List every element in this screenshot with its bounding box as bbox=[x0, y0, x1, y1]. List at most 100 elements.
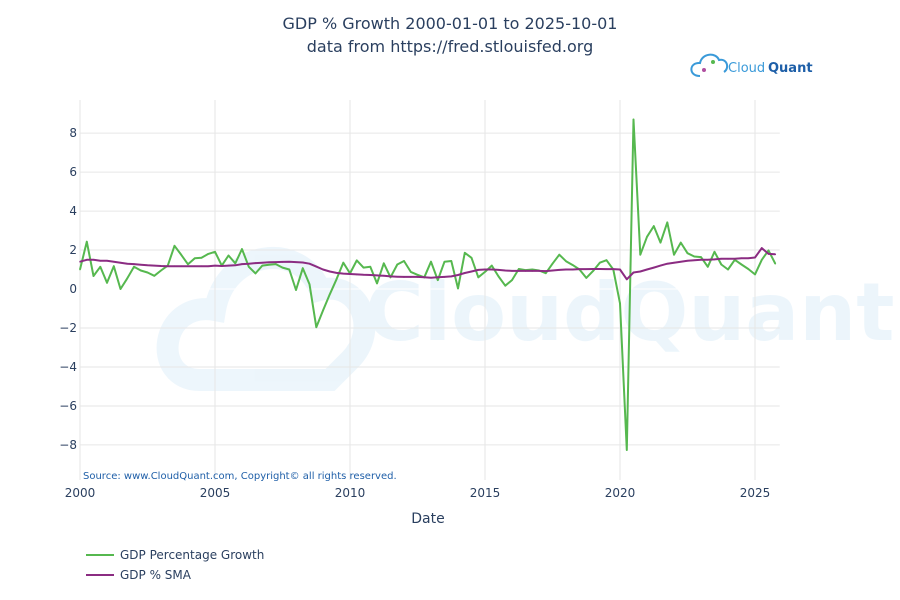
data-point bbox=[403, 276, 405, 278]
data-point bbox=[693, 255, 696, 258]
data-point bbox=[706, 258, 709, 261]
data-point bbox=[295, 261, 297, 263]
data-point bbox=[99, 259, 102, 262]
legend-label: GDP % SMA bbox=[120, 568, 192, 582]
data-point bbox=[396, 263, 399, 266]
grid bbox=[79, 100, 780, 480]
data-point bbox=[288, 260, 291, 263]
data-point bbox=[625, 278, 628, 281]
legend-item-gdp-sma[interactable]: GDP % SMA bbox=[86, 568, 192, 582]
data-point bbox=[517, 270, 520, 272]
data-point bbox=[328, 270, 331, 273]
data-point bbox=[376, 282, 378, 285]
data-point bbox=[85, 240, 88, 243]
data-point bbox=[92, 258, 95, 261]
watermark-cloud-icon bbox=[156, 247, 376, 391]
data-point bbox=[774, 262, 777, 265]
data-point bbox=[632, 118, 635, 121]
data-point bbox=[247, 266, 250, 268]
data-point bbox=[679, 260, 682, 263]
data-point bbox=[511, 270, 513, 272]
legend-item-gdp-growth[interactable]: GDP Percentage Growth bbox=[86, 548, 264, 562]
data-point bbox=[436, 279, 439, 281]
data-point bbox=[355, 259, 358, 262]
data-point bbox=[423, 276, 426, 279]
data-point bbox=[220, 265, 223, 267]
data-point bbox=[706, 266, 709, 268]
x-tick-label: 2000 bbox=[65, 486, 96, 500]
data-point bbox=[180, 265, 183, 268]
data-point bbox=[484, 271, 486, 273]
data-point bbox=[740, 263, 743, 266]
data-point bbox=[382, 274, 385, 277]
data-point bbox=[524, 270, 527, 272]
data-point bbox=[457, 274, 459, 276]
x-tick-label: 2010 bbox=[335, 486, 366, 500]
data-point bbox=[79, 268, 81, 271]
data-point bbox=[133, 266, 135, 268]
data-point bbox=[288, 268, 291, 271]
y-axis: −8 −6 −4 −2 0 2 4 6 8 bbox=[59, 126, 77, 452]
data-point bbox=[619, 268, 621, 271]
source-note: Source: www.CloudQuant.com, Copyright© a… bbox=[83, 471, 397, 482]
x-tick-label: 2005 bbox=[200, 486, 231, 500]
data-point bbox=[166, 265, 169, 268]
data-point bbox=[369, 274, 372, 276]
data-point bbox=[551, 269, 554, 272]
logo-cloud-icon bbox=[690, 53, 729, 77]
data-point bbox=[713, 251, 716, 253]
data-point bbox=[173, 265, 176, 268]
data-point bbox=[443, 260, 446, 263]
data-point bbox=[274, 263, 277, 265]
logo-node-icon bbox=[711, 60, 715, 64]
data-point bbox=[268, 263, 270, 266]
data-point bbox=[403, 260, 405, 262]
data-point bbox=[146, 271, 149, 274]
data-point bbox=[126, 262, 129, 265]
data-point bbox=[139, 269, 142, 272]
data-point bbox=[369, 266, 372, 268]
data-point bbox=[106, 281, 108, 284]
data-point bbox=[511, 279, 513, 281]
data-point bbox=[180, 254, 183, 256]
data-point bbox=[349, 273, 351, 275]
data-point bbox=[713, 258, 716, 261]
data-point bbox=[335, 272, 338, 274]
data-point bbox=[517, 268, 520, 270]
data-point bbox=[477, 276, 480, 279]
data-point bbox=[308, 283, 311, 285]
y-tick-label: −8 bbox=[59, 438, 77, 452]
data-point bbox=[686, 259, 689, 262]
data-point bbox=[133, 263, 135, 265]
y-tick-label: 2 bbox=[69, 243, 77, 257]
data-point bbox=[261, 261, 264, 264]
data-point bbox=[193, 257, 196, 260]
data-point bbox=[673, 261, 675, 264]
data-point bbox=[261, 264, 264, 267]
data-point bbox=[308, 262, 311, 265]
data-point bbox=[463, 272, 466, 274]
data-point bbox=[666, 221, 669, 224]
data-point bbox=[187, 263, 189, 266]
logo-node-icon bbox=[702, 68, 706, 72]
data-point bbox=[315, 326, 318, 329]
data-point bbox=[463, 251, 466, 254]
data-point bbox=[612, 268, 615, 270]
y-tick-label: 0 bbox=[69, 282, 77, 296]
data-point bbox=[571, 264, 574, 266]
data-point bbox=[605, 268, 608, 270]
data-point bbox=[268, 261, 270, 264]
y-tick-label: 4 bbox=[69, 204, 77, 218]
data-point bbox=[112, 265, 115, 268]
data-point bbox=[443, 276, 446, 278]
data-point bbox=[646, 268, 648, 271]
cloudquant-logo[interactable]: Cloud Quant bbox=[690, 53, 813, 77]
data-point bbox=[187, 265, 189, 268]
data-point bbox=[200, 257, 203, 259]
data-point bbox=[754, 273, 756, 276]
data-point bbox=[315, 265, 318, 268]
data-point bbox=[281, 261, 284, 263]
data-point bbox=[666, 262, 669, 265]
data-point bbox=[490, 264, 493, 267]
data-point bbox=[335, 278, 338, 281]
